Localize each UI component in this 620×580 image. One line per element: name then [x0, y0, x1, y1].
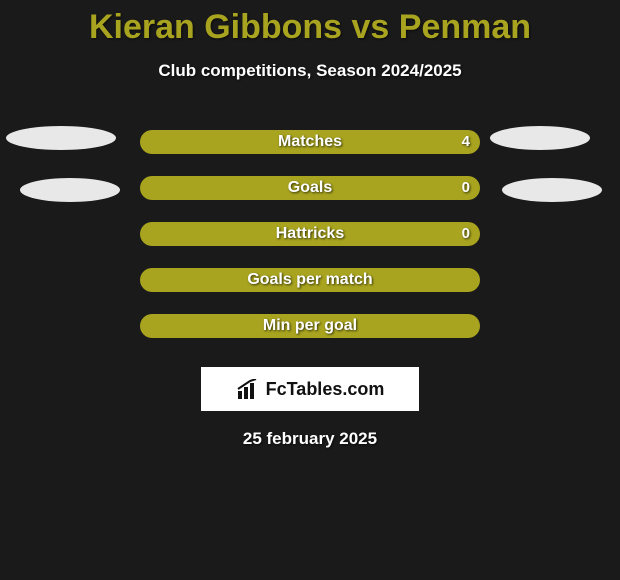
stat-row: Hattricks 0 [0, 211, 620, 257]
stat-bar: Goals 0 [140, 176, 480, 200]
stat-label: Matches [140, 130, 480, 154]
stat-row: Min per goal [0, 303, 620, 349]
date-label: 25 february 2025 [0, 429, 620, 449]
page-title: Kieran Gibbons vs Penman [0, 0, 620, 47]
stats-rows: Matches 4 Goals 0 Hattricks 0 Goals per … [0, 119, 620, 349]
stat-row: Matches 4 [0, 119, 620, 165]
logo-box: FcTables.com [201, 367, 419, 411]
chart-icon [236, 379, 260, 399]
stat-label: Hattricks [140, 222, 480, 246]
stat-row: Goals per match [0, 257, 620, 303]
stat-value: 0 [462, 222, 470, 246]
subtitle: Club competitions, Season 2024/2025 [0, 61, 620, 81]
stat-label: Goals per match [140, 268, 480, 292]
stat-row: Goals 0 [0, 165, 620, 211]
stat-bar: Goals per match [140, 268, 480, 292]
logo-text: FcTables.com [266, 379, 385, 400]
stat-bar: Matches 4 [140, 130, 480, 154]
stat-label: Min per goal [140, 314, 480, 338]
stat-value: 4 [462, 130, 470, 154]
stat-bar: Hattricks 0 [140, 222, 480, 246]
stat-value: 0 [462, 176, 470, 200]
stat-label: Goals [140, 176, 480, 200]
stat-bar: Min per goal [140, 314, 480, 338]
comparison-card: Kieran Gibbons vs Penman Club competitio… [0, 0, 620, 580]
